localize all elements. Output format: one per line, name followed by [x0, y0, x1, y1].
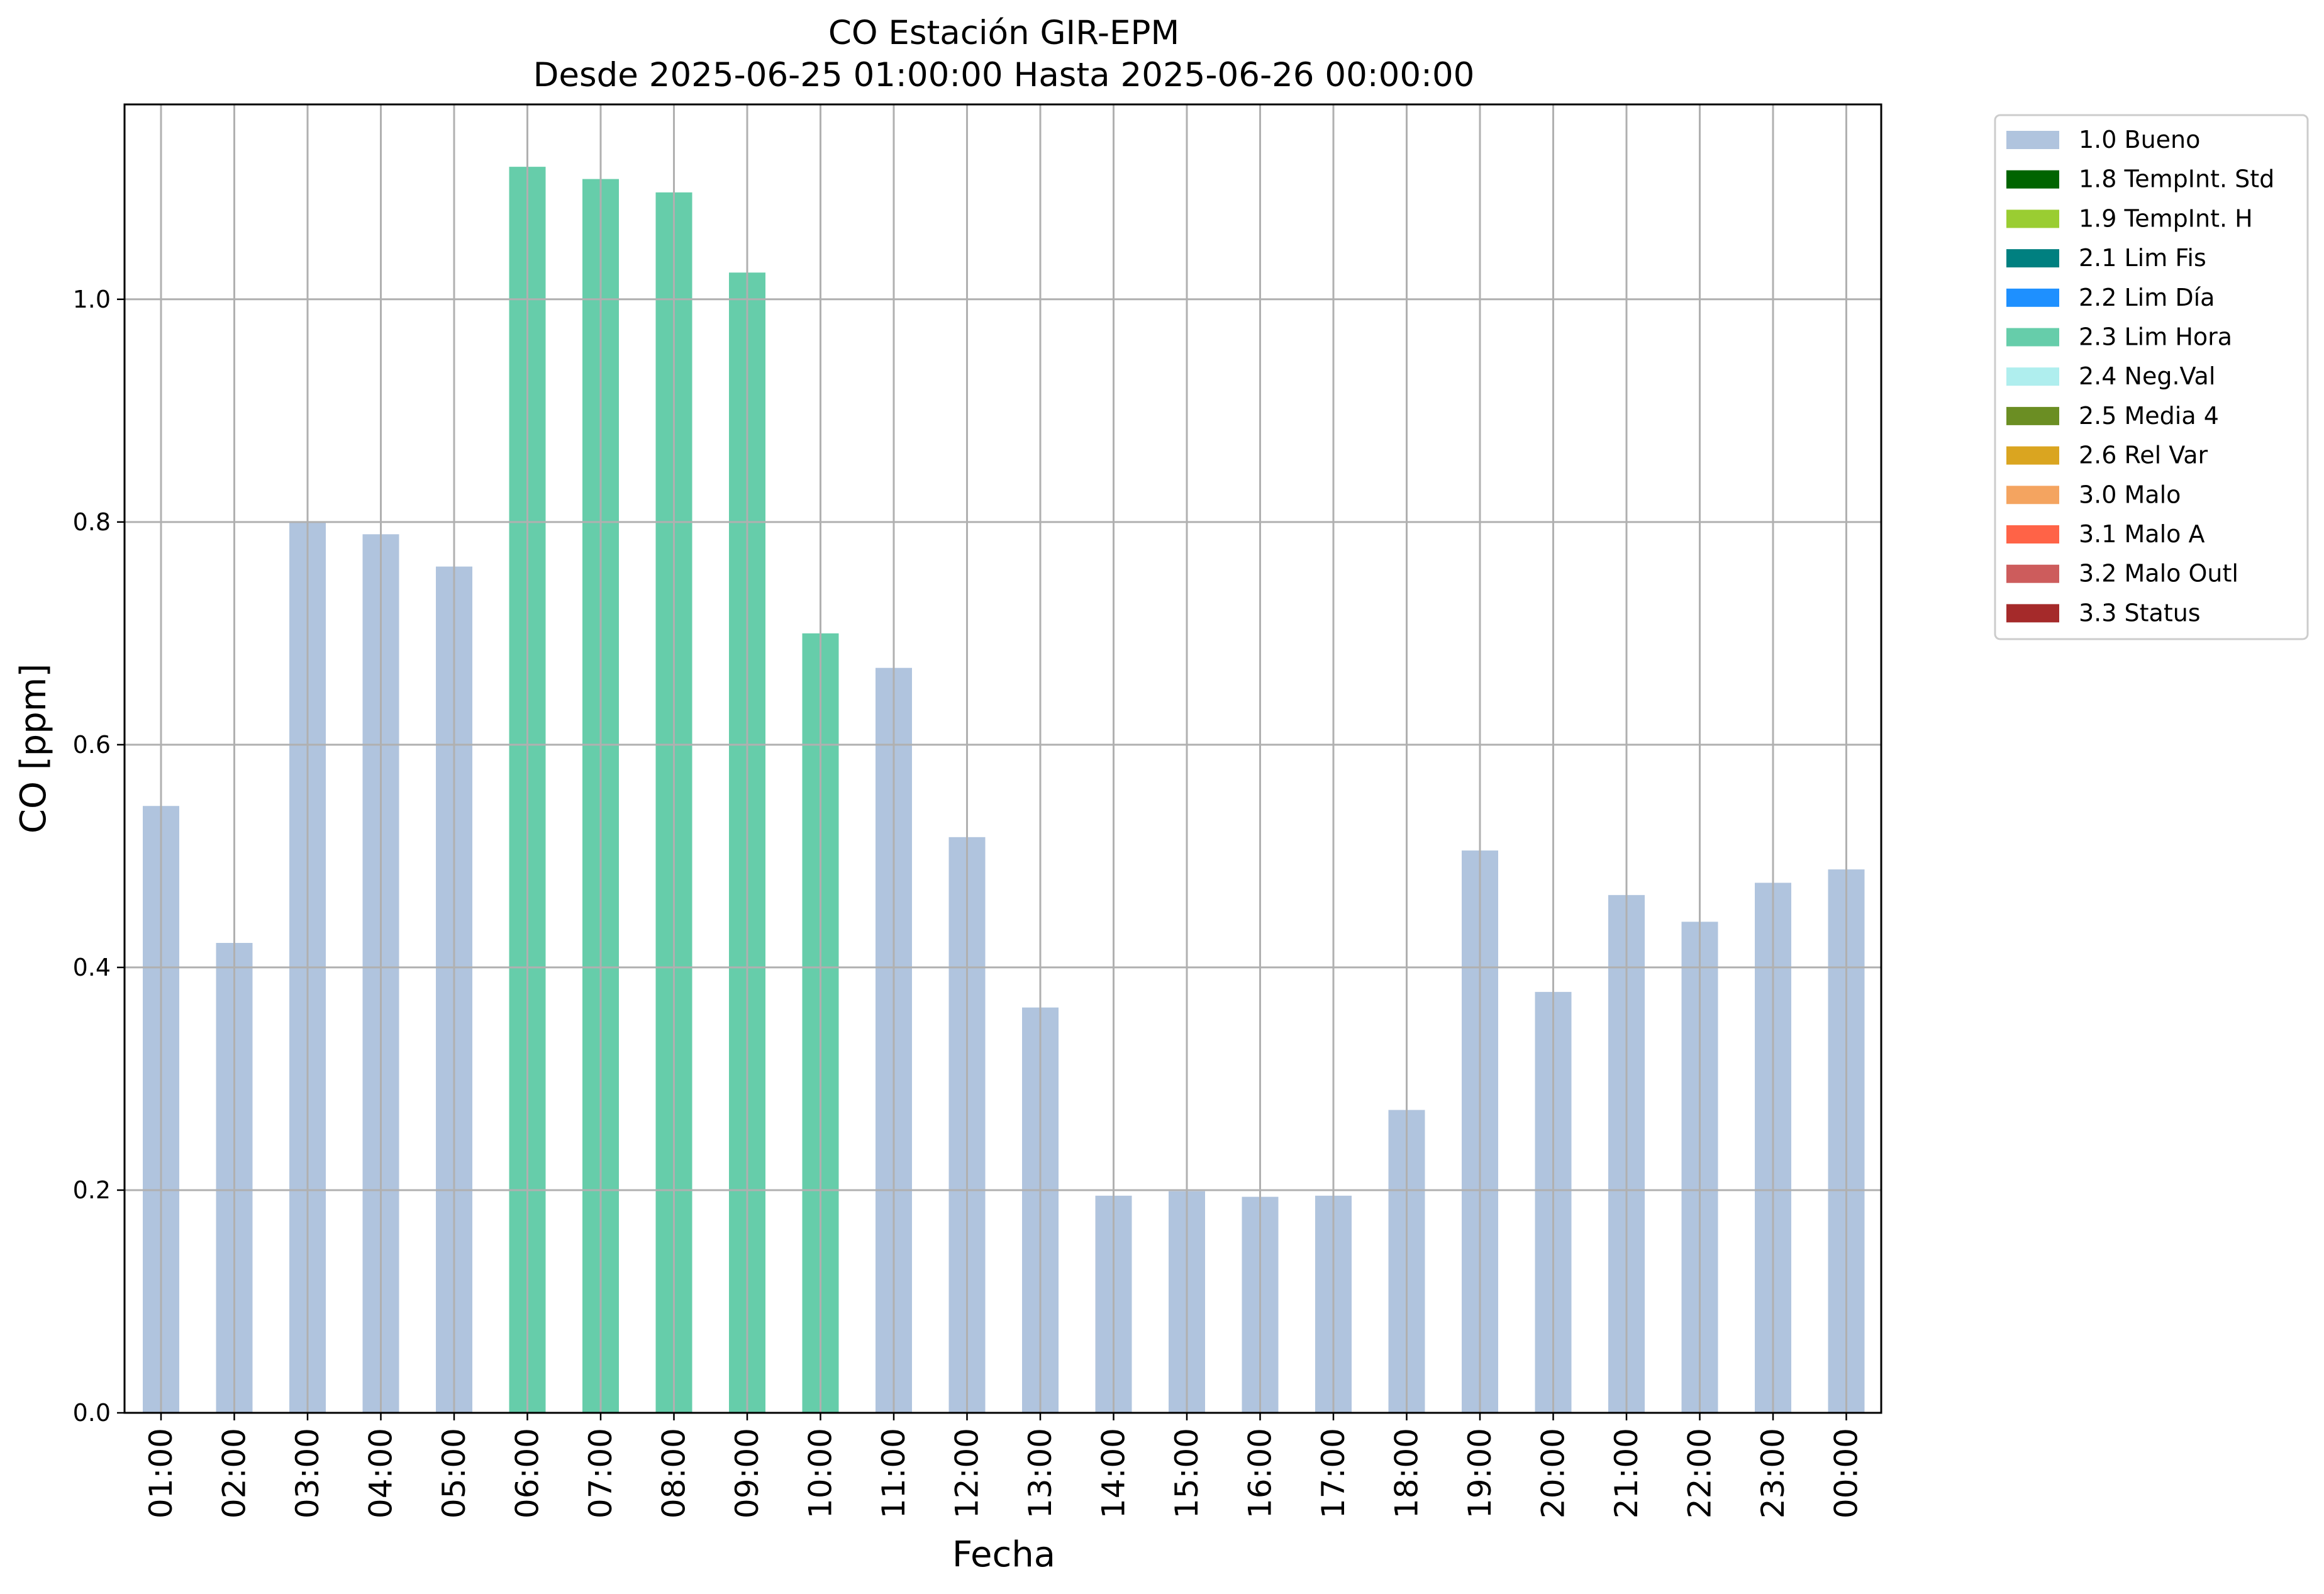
- legend-box: [1994, 114, 2309, 640]
- legend-swatch: [2006, 406, 2059, 425]
- x-tick-label: 01:00: [143, 1428, 179, 1519]
- legend-label: 3.1 Malo A: [2079, 520, 2204, 548]
- x-tick-label: 02:00: [216, 1428, 253, 1519]
- legend: 1.0 Bueno 1.8 TempInt. Std 1.9 TempInt. H 2…: [1994, 114, 2309, 640]
- legend-swatch: [2006, 209, 2059, 228]
- x-tick-label: 03:00: [289, 1428, 326, 1519]
- legend-label: 1.9 TempInt. H: [2079, 204, 2253, 232]
- legend-label: 3.2 Malo Outl: [2079, 560, 2238, 588]
- legend-label: 1.8 TempInt. Std: [2079, 165, 2274, 193]
- legend-swatch: [2006, 604, 2059, 623]
- legend-label: 2.4 Neg.Val: [2079, 362, 2215, 390]
- x-tick-label: 15:00: [1169, 1428, 1205, 1519]
- x-tick-label: 08:00: [656, 1428, 692, 1519]
- x-tick-label: 14:00: [1096, 1428, 1132, 1519]
- x-tick-label: 04:00: [363, 1428, 399, 1519]
- legend-swatch: [2006, 170, 2059, 189]
- x-tick-label: 22:00: [1682, 1428, 1718, 1519]
- chart-subtitle: Desde 2025-06-25 01:00:00 Hasta 2025-06-…: [533, 56, 1475, 94]
- x-tick-label: 05:00: [436, 1428, 472, 1519]
- plot-frame: [123, 103, 1882, 1414]
- legend-swatch: [2006, 446, 2059, 465]
- x-tick-label: 18:00: [1389, 1428, 1425, 1519]
- legend-swatch: [2006, 486, 2059, 504]
- legend-label: 2.2 Lim Día: [2079, 284, 2215, 311]
- x-tick-label: 16:00: [1242, 1428, 1279, 1519]
- x-tick-label: 06:00: [509, 1428, 546, 1519]
- legend-swatch: [2006, 131, 2059, 149]
- legend-swatch: [2006, 249, 2059, 268]
- legend-swatch: [2006, 564, 2059, 583]
- x-tick-label: 12:00: [949, 1428, 986, 1519]
- x-tick-label: 19:00: [1462, 1428, 1498, 1519]
- chart-title: CO Estación GIR-EPM: [828, 14, 1179, 52]
- y-tick-label: 0.6: [73, 731, 111, 759]
- legend-swatch: [2006, 328, 2059, 347]
- legend-swatch: [2006, 525, 2059, 543]
- x-tick-label: 09:00: [729, 1428, 765, 1519]
- x-tick-label: 17:00: [1315, 1428, 1352, 1519]
- plot-area: 01:00 02:00 03:00 04:00 05:00 06:00 07:00 08:00…: [73, 103, 1882, 1519]
- x-tick-label: 07:00: [582, 1428, 619, 1519]
- x-tick-label: 23:00: [1755, 1428, 1791, 1519]
- legend-label: 1.0 Bueno: [2079, 126, 2200, 153]
- legend-label: 2.3 Lim Hora: [2079, 323, 2232, 351]
- y-tick-label: 0.4: [73, 954, 111, 981]
- legend-label: 2.6 Rel Var: [2079, 442, 2208, 469]
- x-tick-label: 11:00: [876, 1428, 912, 1519]
- y-tick-label: 0.0: [73, 1399, 111, 1427]
- y-axis-label: CO [ppm]: [13, 664, 54, 833]
- y-tick-label: 0.2: [73, 1176, 111, 1204]
- legend-label: 3.3 Status: [2079, 599, 2201, 627]
- legend-label: 3.0 Malo: [2079, 481, 2181, 508]
- legend-swatch: [2006, 288, 2059, 307]
- x-tick-label: 21:00: [1608, 1428, 1645, 1519]
- legend-label: 2.1 Lim Fis: [2079, 244, 2206, 272]
- legend-swatch: [2006, 367, 2059, 386]
- x-tick-label: 00:00: [1828, 1428, 1865, 1519]
- x-axis-label: Fecha: [952, 1534, 1055, 1575]
- x-tick-label: 13:00: [1022, 1428, 1059, 1519]
- legend-label: 2.5 Media 4: [2079, 402, 2219, 430]
- x-tick-label: 10:00: [803, 1428, 839, 1519]
- x-tick-label: 20:00: [1535, 1428, 1572, 1519]
- y-tick-label: 1.0: [73, 286, 111, 313]
- y-tick-label: 0.8: [73, 508, 111, 536]
